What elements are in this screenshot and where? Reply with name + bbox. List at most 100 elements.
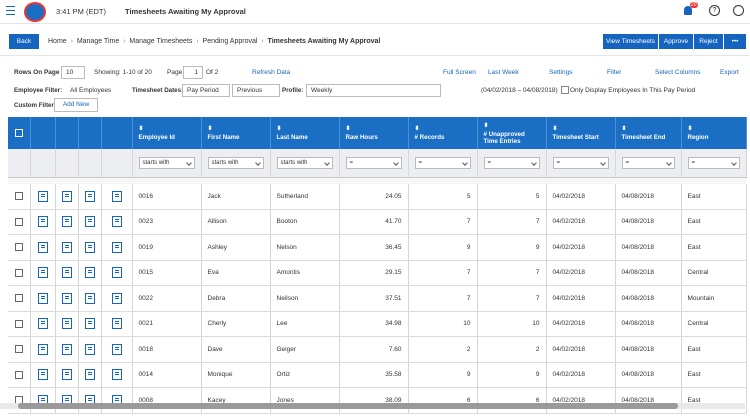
column-header[interactable]: ⬍ # Records — [408, 117, 478, 149]
row-action-icon[interactable] — [30, 234, 56, 261]
filter-select[interactable]: starts with — [138, 157, 195, 169]
refresh-link[interactable]: Refresh Data — [252, 69, 291, 76]
breadcrumb-item[interactable]: Manage Time — [76, 38, 120, 45]
row-action-icon[interactable] — [101, 234, 133, 261]
filter-select[interactable]: = — [345, 157, 402, 169]
page-input[interactable]: 1 — [183, 66, 203, 79]
breadcrumb-item[interactable]: Home — [48, 38, 67, 45]
filter-select[interactable]: = — [687, 157, 740, 169]
select-columns-link[interactable]: Select Columns — [655, 69, 701, 76]
custom-filter-label: Custom Filter: — [14, 102, 56, 109]
row-checkbox[interactable] — [8, 311, 31, 337]
breadcrumb-item[interactable]: Manage Timesheets — [129, 38, 193, 45]
row-action-icon[interactable] — [30, 260, 56, 286]
column-header[interactable]: ⬍ Employee Id — [132, 117, 202, 149]
row-checkbox[interactable] — [8, 285, 31, 312]
h-scrollbar[interactable] — [0, 403, 745, 409]
employee-filter[interactable]: All Employees — [70, 87, 112, 94]
filter-select[interactable]: = — [621, 157, 675, 169]
filter-select[interactable]: starts with — [207, 157, 264, 169]
row-checkbox[interactable] — [8, 336, 31, 363]
row-action-icon[interactable] — [55, 336, 79, 363]
row-action-icon[interactable] — [101, 285, 133, 312]
full-screen-link[interactable]: Full Screen — [443, 69, 476, 76]
dates-period-select[interactable]: Previous — [232, 84, 280, 97]
row-action-icon[interactable] — [55, 184, 79, 210]
settings-link[interactable]: Settings — [549, 69, 573, 76]
header-cell — [30, 117, 56, 149]
row-action-icon[interactable] — [101, 311, 133, 337]
row-action-icon[interactable] — [55, 209, 79, 235]
filter-select[interactable]: = — [483, 157, 540, 169]
filter-select[interactable]: = — [414, 157, 471, 169]
row-action-icon[interactable] — [55, 311, 79, 337]
row-action-icon[interactable] — [101, 362, 133, 388]
row-action-icon[interactable] — [30, 362, 56, 388]
row-action-icon[interactable] — [30, 184, 56, 210]
more-button[interactable]: ••• — [724, 34, 746, 49]
only-display-checkbox[interactable] — [561, 86, 569, 94]
dates-type-select[interactable]: Pay Period — [182, 84, 230, 97]
row-checkbox[interactable] — [8, 209, 31, 235]
row-action-icon[interactable] — [101, 184, 133, 210]
row-action-icon[interactable] — [78, 362, 102, 388]
row-checkbox[interactable] — [8, 387, 31, 414]
filter-select[interactable]: starts with — [276, 157, 333, 169]
row-action-icon[interactable] — [30, 336, 56, 363]
row-checkbox[interactable] — [8, 234, 31, 261]
cell: 04/08/2018 — [615, 209, 682, 235]
column-header[interactable]: ⬍ Region — [681, 117, 747, 149]
period-select[interactable]: Last Week — [488, 69, 519, 76]
data-row: 0008 Kacey Jones 38.09 6 6 04/02/2018 04/08/201… — [8, 387, 747, 414]
row-action-icon[interactable] — [101, 387, 133, 414]
back-button[interactable]: Back — [9, 34, 39, 49]
row-action-icon[interactable] — [55, 260, 79, 286]
row-checkbox[interactable] — [8, 260, 31, 286]
row-action-icon[interactable] — [55, 387, 79, 414]
filter-link[interactable]: Filter — [607, 69, 622, 76]
row-action-icon[interactable] — [78, 336, 102, 363]
profile-select[interactable]: Weekly — [306, 84, 441, 97]
column-header[interactable]: ⬍ Last Name — [270, 117, 340, 149]
row-action-icon[interactable] — [78, 311, 102, 337]
column-header[interactable]: ⬍ First Name — [201, 117, 271, 149]
row-action-icon[interactable] — [78, 234, 102, 261]
column-header[interactable]: ⬍ # Unapproved Time Entries — [477, 117, 547, 149]
row-action-icon[interactable] — [101, 260, 133, 286]
breadcrumb-item[interactable]: Pending Approval — [202, 38, 258, 45]
row-action-icon[interactable] — [30, 209, 56, 235]
approve-button[interactable]: Approve — [659, 34, 693, 49]
user-icon[interactable] — [733, 5, 744, 16]
add-new-button[interactable]: Add New — [54, 98, 98, 112]
cell: 04/02/2018 — [546, 285, 616, 312]
notification-icon[interactable] — [684, 6, 692, 15]
filter-select[interactable]: = — [552, 157, 609, 169]
column-header[interactable]: ⬍ Raw Hours — [339, 117, 409, 149]
column-header[interactable]: ⬍ Timesheet Start — [546, 117, 616, 149]
rows-select[interactable]: 10 — [61, 66, 85, 79]
menu-icon[interactable] — [6, 6, 15, 15]
column-header[interactable]: ⬍ Timesheet End — [615, 117, 682, 149]
export-link[interactable]: Export — [720, 69, 739, 76]
select-all[interactable] — [8, 117, 31, 149]
row-checkbox[interactable] — [8, 184, 31, 210]
row-action-icon[interactable] — [101, 209, 133, 235]
help-icon[interactable]: ? — [709, 5, 720, 16]
row-action-icon[interactable] — [78, 387, 102, 414]
row-action-icon[interactable] — [55, 234, 79, 261]
row-action-icon[interactable] — [30, 285, 56, 312]
row-action-icon[interactable] — [78, 184, 102, 210]
row-action-icon[interactable] — [78, 209, 102, 235]
view-timesheets-button[interactable]: View Timesheets — [603, 34, 658, 49]
row-action-icon[interactable] — [78, 285, 102, 312]
row-action-icon[interactable] — [55, 285, 79, 312]
row-action-icon[interactable] — [78, 260, 102, 286]
row-action-icon[interactable] — [30, 387, 56, 414]
row-action-icon[interactable] — [30, 311, 56, 337]
row-action-icon[interactable] — [101, 336, 133, 363]
logo[interactable] — [24, 2, 46, 22]
reject-button[interactable]: Reject — [694, 34, 723, 49]
row-action-icon[interactable] — [55, 362, 79, 388]
row-checkbox[interactable] — [8, 362, 31, 388]
filter-cell: = — [546, 149, 616, 178]
